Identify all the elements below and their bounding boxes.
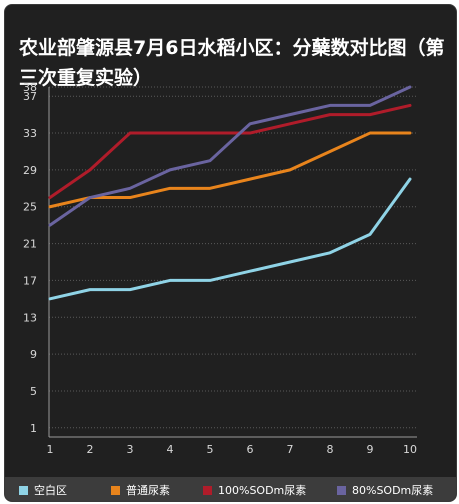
- legend-label: 100%SODm尿素: [218, 484, 307, 497]
- series-line-3: [48, 103, 412, 200]
- y-tick-label: 5: [30, 385, 37, 398]
- series-lines: [48, 85, 412, 301]
- legend-label: 80%SODm尿素: [352, 484, 434, 497]
- legend-item: 100%SODm尿素: [203, 483, 306, 497]
- legend-item: 普通尿素: [111, 483, 170, 497]
- x-tick-label: 6: [247, 443, 254, 456]
- legend-swatch: [203, 485, 212, 495]
- y-tick-label: 33: [23, 127, 37, 140]
- legend-swatch: [19, 485, 28, 495]
- legend-swatch: [337, 485, 346, 495]
- y-tick-label: 13: [23, 311, 37, 324]
- x-tick-label: 4: [167, 443, 174, 456]
- y-tick-label: 21: [23, 238, 37, 251]
- legend: 空白区 普通尿素 100%SODm尿素 80%SODm尿素: [5, 477, 456, 501]
- x-tick-label: 10: [403, 443, 417, 456]
- legend-swatch: [111, 485, 120, 495]
- y-tick-label: 1: [30, 422, 37, 435]
- x-tick-label: 2: [87, 443, 94, 456]
- legend-item: 空白区: [19, 483, 67, 497]
- series-line-2: [48, 131, 412, 209]
- y-tick-label: 29: [23, 164, 37, 177]
- y-tick-label: 17: [23, 274, 37, 287]
- legend-label: 普通尿素: [126, 484, 170, 497]
- series-line-1: [48, 177, 412, 301]
- x-tick-label: 1: [47, 443, 54, 456]
- x-tick-label: 3: [127, 443, 134, 456]
- x-tick-label: 7: [287, 443, 294, 456]
- x-tick-label: 9: [367, 443, 374, 456]
- axes: [48, 87, 417, 438]
- y-tick-label: 37: [23, 90, 37, 103]
- legend-item: 80%SODm尿素: [337, 483, 433, 497]
- x-tick-label: 5: [207, 443, 214, 456]
- chart-frame: 农业部肇源县7月6日水稻小区：分蘖数对比图（第三次重复实验） 1 5 9 13 17 21…: [4, 4, 457, 502]
- y-tick-label: 38: [23, 81, 37, 94]
- x-tick-label: 8: [327, 443, 334, 456]
- chart-title: 农业部肇源县7月6日水稻小区：分蘖数对比图（第三次重复实验）: [19, 37, 445, 89]
- y-tick-label: 25: [23, 201, 37, 214]
- legend-label: 空白区: [34, 484, 67, 497]
- y-tick-label: 9: [30, 348, 37, 361]
- series-line-4: [48, 85, 412, 227]
